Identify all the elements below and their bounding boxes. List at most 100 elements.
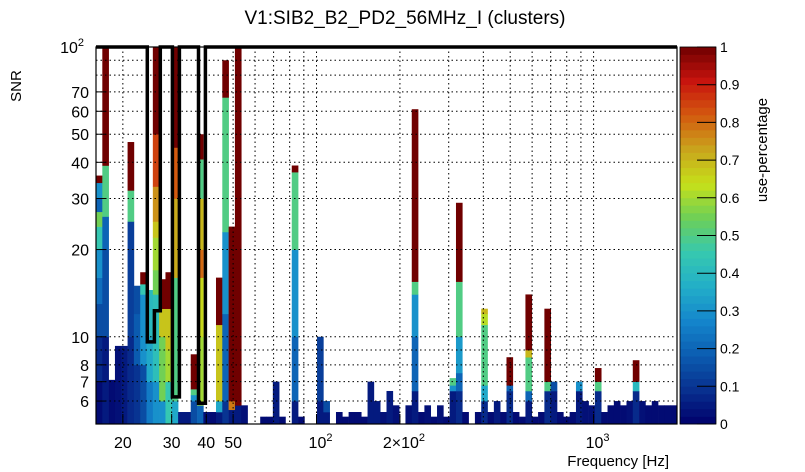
histogram-cell: [171, 47, 179, 148]
color-scale-level: [680, 84, 716, 93]
histogram-cell: [588, 405, 596, 425]
color-scale-tick-label: 0.6: [720, 190, 740, 206]
histogram-cell: [550, 381, 558, 392]
x-tick-label-base: 2×10: [383, 435, 419, 452]
histogram-cell: [215, 324, 223, 402]
histogram-cell: [190, 354, 198, 390]
histogram-cell: [557, 412, 564, 425]
histogram-cell: [266, 416, 274, 425]
histogram-cell: [449, 390, 457, 425]
x-tick-label: 2×102: [383, 432, 425, 452]
contour-line: [96, 45, 677, 405]
histogram-cell: [114, 345, 122, 425]
histogram-cell: [632, 390, 640, 425]
color-scale-level: [680, 318, 716, 327]
color-scale-level: [680, 114, 716, 123]
color-scale-level: [680, 408, 716, 417]
histogram-cell: [411, 109, 419, 282]
histogram-cell: [102, 165, 109, 217]
color-scale-level: [680, 107, 716, 116]
color-scale-level: [680, 69, 716, 78]
color-scale-level: [680, 152, 716, 161]
histogram-cell: [96, 175, 103, 184]
color-scale-level: [680, 212, 716, 221]
color-scale-tick-label: 0.2: [720, 341, 740, 357]
histogram-cell: [449, 385, 457, 392]
histogram-cell: [443, 416, 450, 425]
histogram-cell: [639, 401, 646, 425]
histogram-cell: [241, 405, 248, 425]
histogram-cell: [152, 47, 160, 135]
histogram-cell: [481, 401, 488, 425]
x-tick-label: 102: [309, 432, 333, 452]
histogram-cell: [367, 381, 375, 425]
histogram-cells: [96, 47, 678, 425]
histogram-cell: [127, 190, 135, 222]
histogram-cell: [159, 308, 166, 338]
x-tick-label: 30: [163, 435, 181, 452]
histogram-cell: [658, 405, 665, 425]
histogram-cell: [411, 390, 419, 425]
histogram-cell: [531, 416, 539, 425]
histogram-cell: [569, 412, 577, 425]
y-tick-label-base: 60: [71, 104, 89, 121]
color-scale-level: [680, 220, 716, 229]
histogram-cell: [481, 308, 488, 315]
color-scale-level: [680, 99, 716, 108]
histogram-cell: [133, 313, 141, 366]
y-tick-label-base: 8: [80, 358, 89, 375]
histogram-cell: [575, 390, 583, 425]
histogram-cell: [133, 285, 141, 315]
histogram-cell: [291, 336, 299, 402]
color-scale-level: [680, 273, 716, 282]
histogram-cell: [222, 231, 229, 315]
histogram-cell: [140, 364, 147, 425]
histogram-cell: [102, 336, 109, 425]
histogram-cell: [361, 416, 368, 425]
color-scale-level: [680, 288, 716, 297]
histogram-cell: [215, 277, 223, 326]
color-scale-level: [680, 280, 716, 289]
histogram-cell: [197, 336, 204, 406]
histogram-cell: [563, 416, 570, 425]
histogram-cell: [197, 134, 204, 160]
histogram-cell: [215, 401, 223, 413]
histogram-cell: [152, 381, 160, 425]
color-scale-level: [680, 378, 716, 387]
color-scale-level: [680, 348, 716, 357]
histogram-cell: [335, 412, 343, 425]
histogram-cell: [411, 336, 419, 392]
histogram-cell: [96, 226, 103, 250]
color-scale-level: [680, 356, 716, 365]
x-axis-label: Frequency [Hz]: [567, 453, 669, 470]
histogram-cell: [455, 281, 463, 338]
histogram-cell: [538, 412, 545, 425]
histogram-cell: [594, 368, 602, 382]
color-scale-level: [680, 371, 716, 380]
histogram-cell: [146, 290, 154, 338]
histogram-cell: [96, 211, 103, 227]
color-scale-level: [680, 310, 716, 319]
color-scale-tick-label: 1: [720, 39, 728, 55]
histogram-cell: [102, 216, 109, 250]
histogram-cell: [96, 336, 103, 382]
histogram-cell: [525, 401, 533, 425]
histogram-cell: [481, 313, 488, 326]
histogram-cell: [279, 416, 286, 425]
x-tick-label-base: 20: [114, 435, 132, 452]
histogram-cell: [197, 159, 204, 199]
histogram-cell: [354, 412, 362, 425]
y-tick-label-base: 30: [71, 192, 89, 209]
grid-lines: [96, 47, 677, 424]
histogram-cell: [197, 277, 204, 338]
histogram-cell: [222, 313, 229, 402]
histogram-cell: [626, 401, 634, 425]
color-scale-level: [680, 265, 716, 274]
y-tick-label: 30: [71, 192, 89, 209]
histogram-cell: [127, 221, 135, 338]
histogram-cell: [96, 198, 103, 213]
color-scale-level: [680, 243, 716, 251]
histogram-cell: [197, 249, 204, 278]
color-scale-level: [680, 129, 716, 138]
